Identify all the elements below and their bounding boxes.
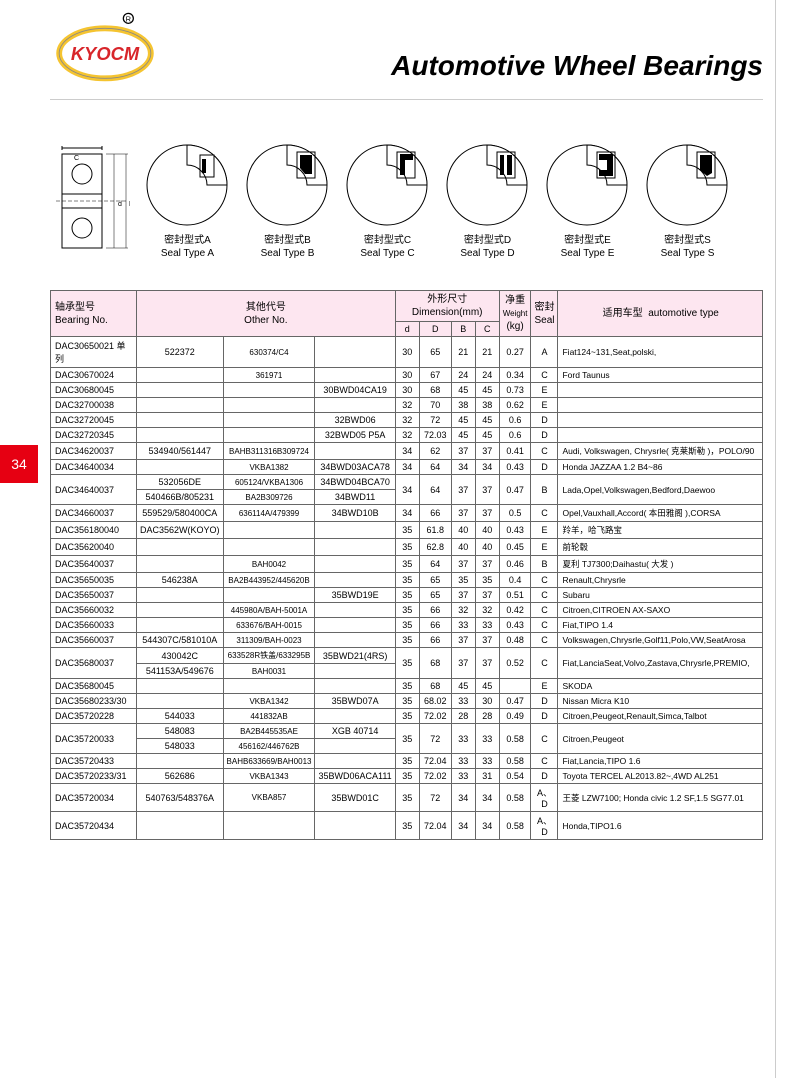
table-row: DAC356180040DAC3562W(KOYO)3561.840400.43… [51,522,763,539]
table-row: DAC356200403562.840400.45E前轮毂 [51,539,763,556]
seal-s-en: Seal Type S [661,247,715,260]
seal-type-e: 密封型式E Seal Type E [545,140,630,260]
seal-d-cn: 密封型式D [464,234,511,247]
table-row: DAC3568004535684545ESKODA [51,679,763,694]
th-other: 其他代号Other No. [137,291,396,337]
th-B: B [451,322,475,337]
seal-type-b: 密封型式B Seal Type B [245,140,330,260]
th-seal: 密封Seal [531,291,558,337]
page-header: R KYOCM Automotive Wheel Bearings [50,0,763,100]
seal-b-en: Seal Type B [261,247,315,260]
logo-text: KYOCM [71,43,140,64]
th-auto: 适用车型 automotive type [558,291,763,337]
bearing-table-wrap: 轴承型号Bearing No. 其他代号Other No. 外形尺寸 Dimen… [50,290,763,840]
table-row: DAC35720433BAHB633669/BAH00133572.043333… [51,754,763,769]
seal-e-en: Seal Type E [561,247,615,260]
seal-type-a: 密封型式A Seal Type A [145,140,230,260]
th-C: C [475,322,499,337]
table-row: DAC34660037559529/580400CA636114A/479399… [51,505,763,522]
seal-type-d: 密封型式D Seal Type D [445,140,530,260]
table-row: DAC35720033548083BA2B445535AEXGB 4071435… [51,724,763,739]
svg-text:d: d [118,201,122,208]
brand-logo: R KYOCM [55,5,155,90]
seal-s-cn: 密封型式S [664,234,711,247]
svg-text:R: R [126,15,132,24]
svg-text:B: B [80,146,85,147]
cross-section-diagram: B C d D [50,146,130,260]
seal-d-en: Seal Type D [460,247,514,260]
right-rule [775,0,776,1078]
table-row: DAC3272034532BWD05 P5A3272.0345450.6D [51,428,763,443]
table-row: DAC357204343572.0434340.58A、DHonda,TIPO1… [51,812,763,840]
th-bearing: 轴承型号Bearing No. [51,291,137,337]
table-row: DAC35720034540763/548376AVKBA85735BWD01C… [51,784,763,812]
table-row: DAC30670024361971306724240.34CFord Taunu… [51,368,763,383]
table-row: DAC35720233/31562686VKBA134335BWD06ACA11… [51,769,763,784]
table-row: DAC35660033633676/BAH-0015356633330.43CF… [51,618,763,633]
table-row: DAC35720228544033441832AB3572.0228280.49… [51,709,763,724]
bearing-table: 轴承型号Bearing No. 其他代号Other No. 外形尺寸 Dimen… [50,290,763,840]
table-row: DAC35680037430042C633528R铁盖/633295B35BWD… [51,648,763,664]
table-row: DAC3068004530BWD04CA19306845450.73E [51,383,763,398]
seal-type-s: 密封型式S Seal Type S [645,140,730,260]
seal-c-en: Seal Type C [360,247,414,260]
table-row: DAC34640037532056DE605124/VKBA130634BWD0… [51,475,763,490]
table-row: DAC30650021 单列522372630374/C4306521210.2… [51,337,763,368]
table-row: DAC34620037534940/561447BAHB311316B30972… [51,443,763,460]
table-row: DAC3565003735BWD19E356537370.51CSubaru [51,588,763,603]
table-row: DAC35640037BAH0042356437370.46B夏利 TJ7300… [51,556,763,573]
seal-e-cn: 密封型式E [564,234,611,247]
th-weight: 净重Weight(kg) [499,291,531,337]
table-body: DAC30650021 单列522372630374/C4306521210.2… [51,337,763,840]
seal-b-cn: 密封型式B [264,234,311,247]
table-row: DAC35660037544307C/581010A311309/BAH-002… [51,633,763,648]
seal-type-c: 密封型式C Seal Type C [345,140,430,260]
seal-a-cn: 密封型式A [164,234,211,247]
table-row: DAC34640034VKBA138234BWD03ACA78346434340… [51,460,763,475]
svg-text:C: C [74,155,79,162]
table-row: DAC35680233/30VKBA134235BWD07A3568.02333… [51,694,763,709]
th-D: D [419,322,451,337]
th-dim: 外形尺寸 Dimension(mm) [395,291,499,322]
logo-svg: R KYOCM [55,5,155,85]
table-row: DAC35650035546238ABA2B443952/445620B3565… [51,573,763,588]
table-row: DAC32700038327038380.62E [51,398,763,413]
diagram-row: B C d D 密封型式A Seal Type A 密封型式B Seal Typ… [50,140,793,260]
seal-c-cn: 密封型式C [364,234,411,247]
page-title: Automotive Wheel Bearings [391,50,763,82]
th-d: d [395,322,419,337]
table-row: DAC35660032445980A/BAH-5001A356632320.42… [51,603,763,618]
seal-a-en: Seal Type A [161,247,214,260]
page-number-tab: 34 [0,445,38,483]
table-row: DAC3272004532BWD06327245450.6D [51,413,763,428]
svg-text:D: D [129,201,130,208]
